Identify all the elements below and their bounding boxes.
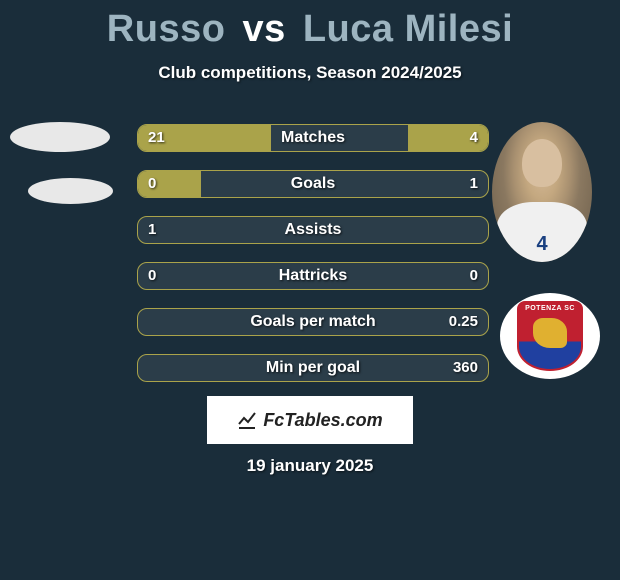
crest-text: POTENZA SC [519, 305, 581, 312]
stat-row: Matches21 4 [137, 124, 489, 152]
stat-row: Hattricks0 0 [137, 262, 489, 290]
stat-row: Goals0 1 [137, 170, 489, 198]
stat-row: Goals per match0.25 [137, 308, 489, 336]
stat-value-left: 0 [148, 171, 156, 197]
stat-label: Goals per match [138, 309, 488, 335]
stat-value-left: 1 [148, 217, 156, 243]
stat-bars-container: Matches214Goals01Assists1Hattricks00Goal… [137, 124, 489, 400]
stat-value-right: 4 [470, 125, 478, 151]
player2-name: Luca Milesi [303, 8, 513, 50]
stat-label: Goals [138, 171, 488, 197]
stat-label: Matches [138, 125, 488, 151]
stat-value-right: 0.25 [449, 309, 478, 335]
player2-shirt-number: 4 [536, 233, 547, 256]
player1-avatar-placeholder-2 [28, 178, 113, 204]
stat-value-left: 0 [148, 263, 156, 289]
vs-label: vs [243, 8, 286, 50]
player2-avatar: 4 [492, 122, 592, 262]
crest-shield-icon: POTENZA SC [517, 301, 583, 371]
fctables-chart-icon [237, 410, 257, 430]
stat-row: Min per goal360 [137, 354, 489, 382]
snapshot-date: 19 january 2025 [0, 456, 620, 476]
fctables-logo-box: FcTables.com [207, 396, 413, 444]
stat-value-right: 360 [453, 355, 478, 381]
stat-label: Min per goal [138, 355, 488, 381]
player1-name: Russo [107, 8, 226, 50]
stat-value-right: 0 [470, 263, 478, 289]
comparison-title: Russo vs Luca Milesi [0, 0, 620, 51]
player2-club-crest: POTENZA SC [500, 293, 600, 379]
fctables-logo-text: FcTables.com [263, 410, 382, 431]
player1-avatar-placeholder-1 [10, 122, 110, 152]
stat-label: Hattricks [138, 263, 488, 289]
stat-label: Assists [138, 217, 488, 243]
stat-value-left: 21 [148, 125, 165, 151]
stat-row: Assists1 [137, 216, 489, 244]
stat-value-right: 1 [470, 171, 478, 197]
subtitle: Club competitions, Season 2024/2025 [0, 63, 620, 83]
